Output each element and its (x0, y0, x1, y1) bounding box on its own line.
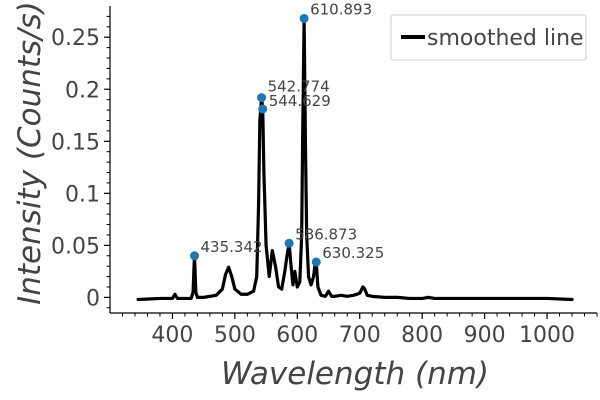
legend: smoothed line (390, 14, 587, 61)
peak-label: 586.873 (295, 225, 357, 243)
peak-marker (299, 13, 309, 23)
peak-label: 435.342 (201, 238, 263, 256)
x-tick-label: 900 (464, 323, 506, 348)
x-tick-label: 500 (214, 323, 256, 348)
y-tick-label: 0.25 (51, 26, 100, 51)
tick-labels: 400 500 600 700 800 900 1000 0 0.05 0.1 0.15 0.2 0.2… (51, 26, 575, 348)
series-line-smoothed (136, 16, 574, 302)
axes (109, 6, 597, 314)
legend-entry-label: smoothed line (427, 26, 584, 51)
peak-label: 630.325 (322, 244, 384, 262)
peak-label: 610.893 (310, 0, 372, 18)
legend-frame (390, 14, 587, 61)
y-axis-title: Intensity (Counts/s) (12, 1, 48, 305)
series-layer (136, 16, 574, 302)
x-tick-label: 1000 (519, 323, 575, 348)
x-tick-label: 600 (276, 323, 318, 348)
peak-marker (190, 251, 200, 261)
peak-marker (257, 93, 267, 103)
y-tick-label: 0.05 (51, 234, 100, 259)
peak-marker (258, 104, 268, 114)
peak-marker (311, 257, 321, 267)
tick-marks (104, 15, 598, 319)
y-tick-label: 0 (86, 286, 100, 311)
y-tick-label: 0.15 (51, 130, 100, 155)
x-tick-label: 800 (401, 323, 443, 348)
peak-label: 542.774 (268, 78, 330, 96)
y-tick-label: 0.1 (65, 182, 100, 207)
x-tick-label: 700 (339, 323, 381, 348)
y-tick-label: 0.2 (65, 78, 100, 103)
peak-label: 544.629 (269, 92, 331, 110)
x-axis-title: Wavelength (nm) (221, 356, 489, 392)
x-tick-label: 400 (151, 323, 193, 348)
peak-marker (284, 238, 294, 248)
